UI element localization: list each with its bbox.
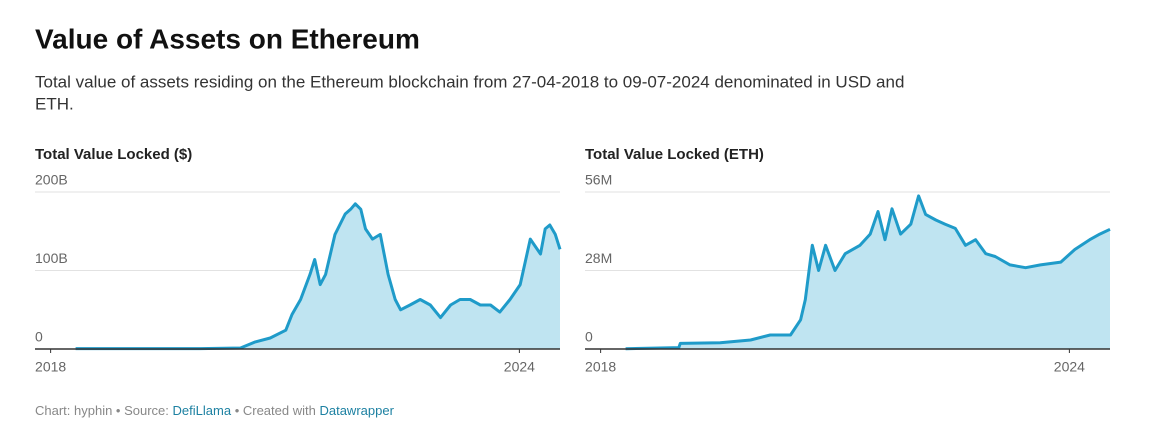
y-tick-label: 28M — [585, 250, 612, 266]
chart-title: Total Value Locked ($) — [35, 146, 192, 163]
y-tick-label: 56M — [585, 172, 612, 188]
y-tick-label: 200B — [35, 172, 68, 188]
area — [625, 195, 1110, 349]
credit: • Created with — [235, 403, 316, 418]
subtitle: Total value of assets residing on the Et… — [35, 72, 904, 91]
x-tick-label: 2018 — [35, 359, 66, 375]
y-tick-label: 100B — [35, 250, 68, 266]
chart-title: Total Value Locked (ETH) — [585, 146, 764, 163]
y-tick-label: 0 — [35, 329, 43, 345]
x-tick-label: 2024 — [1054, 359, 1085, 375]
source-link[interactable]: DefiLlama — [173, 403, 232, 418]
x-tick-label: 2018 — [585, 359, 616, 375]
line — [625, 194, 1111, 351]
line — [75, 202, 562, 351]
footer: Chart: hyphin • Source: DefiLlama • Crea… — [35, 403, 395, 418]
page-title: Value of Assets on Ethereum — [35, 23, 420, 54]
x-tick-label: 2024 — [504, 359, 535, 375]
y-tick-label: 0 — [585, 329, 593, 345]
credit: Chart: hyphin • Source: — [35, 403, 169, 418]
subtitle: ETH. — [35, 94, 74, 113]
tool-link[interactable]: Datawrapper — [319, 403, 394, 418]
